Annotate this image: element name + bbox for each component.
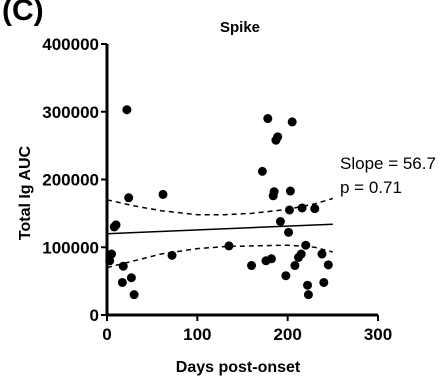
axis-ticks: 0 100 200 300 0 100000 200000 300000 400000 xyxy=(42,35,392,344)
y-tick-label: 100000 xyxy=(42,238,99,257)
data-point xyxy=(224,241,234,251)
data-point xyxy=(117,277,127,287)
data-point xyxy=(105,256,115,266)
data-point xyxy=(266,254,276,264)
data-point xyxy=(124,193,134,203)
data-point xyxy=(317,249,327,259)
data-point xyxy=(284,227,294,237)
data-point xyxy=(126,273,136,283)
panel-label: (C) xyxy=(2,0,44,27)
data-point xyxy=(158,189,168,199)
regression-line xyxy=(106,223,333,235)
data-point xyxy=(297,203,307,213)
data-point xyxy=(247,261,257,271)
data-point xyxy=(323,260,333,270)
x-tick-label: 300 xyxy=(364,325,392,344)
data-point xyxy=(303,290,313,300)
data-point xyxy=(122,105,132,115)
data-point xyxy=(275,217,285,227)
y-tick-label: 400000 xyxy=(42,35,99,54)
y-tick-label: 0 xyxy=(90,306,99,325)
data-point xyxy=(301,240,311,250)
data-point xyxy=(257,166,267,176)
data-point xyxy=(285,186,295,196)
p-value-annotation: p = 0.71 xyxy=(340,178,402,197)
data-points xyxy=(105,105,333,300)
data-point xyxy=(303,280,313,290)
data-point xyxy=(290,261,300,271)
y-tick-label: 200000 xyxy=(42,171,99,190)
data-point xyxy=(284,205,294,215)
data-point xyxy=(281,271,291,281)
data-point xyxy=(111,220,121,230)
slope-annotation: Slope = 56.7 xyxy=(340,154,436,173)
x-tick-label: 0 xyxy=(102,325,111,344)
data-point xyxy=(129,290,139,300)
data-point xyxy=(118,261,128,271)
data-point xyxy=(107,249,117,259)
data-point xyxy=(263,114,273,124)
y-tick-label: 300000 xyxy=(42,103,99,122)
data-point xyxy=(287,117,297,127)
x-tick-label: 100 xyxy=(183,325,211,344)
y-axis-label: Total Ig AUC xyxy=(17,145,34,240)
data-point xyxy=(273,132,283,142)
data-point xyxy=(310,204,320,214)
data-point xyxy=(269,187,279,197)
x-axis-label: Days post-onset xyxy=(176,359,301,376)
data-point xyxy=(167,250,177,260)
data-point xyxy=(296,249,306,259)
x-tick-label: 200 xyxy=(273,325,301,344)
chart-title: Spike xyxy=(220,19,260,36)
data-point xyxy=(319,277,329,287)
regression-line-group xyxy=(106,223,333,235)
